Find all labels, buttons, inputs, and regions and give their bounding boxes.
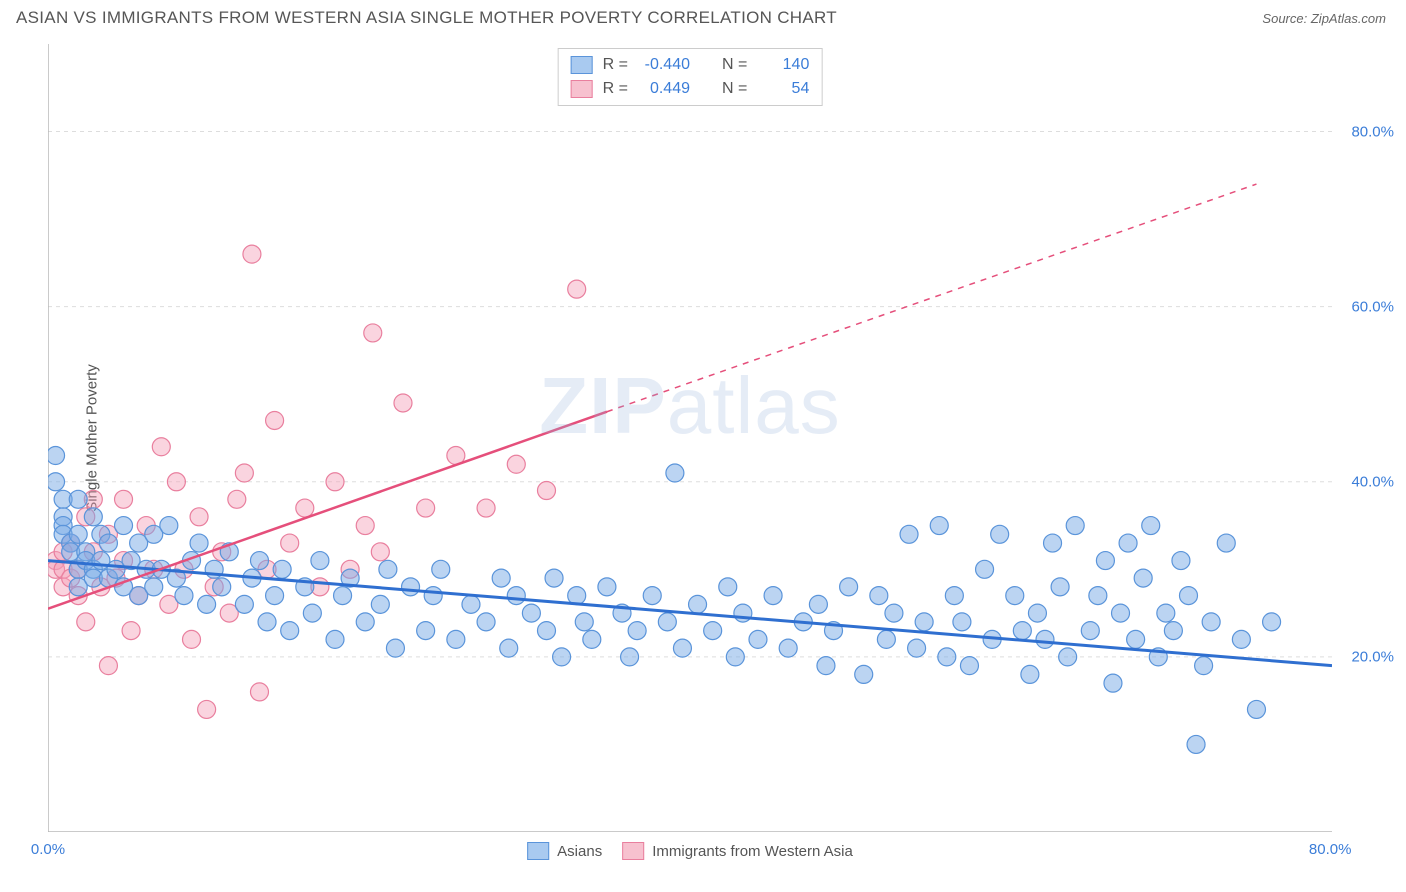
swatch-immigrants <box>571 80 593 98</box>
source-name: ZipAtlas.com <box>1311 11 1386 26</box>
x-tick-label: 80.0% <box>1309 841 1352 858</box>
legend-item-asians: Asians <box>527 842 602 860</box>
stats-row-asians: R = -0.440 N = 140 <box>571 53 810 77</box>
y-tick-label: 40.0% <box>1351 473 1394 490</box>
stats-row-immigrants: R = 0.449 N = 54 <box>571 77 810 101</box>
r-value-asians: -0.440 <box>638 53 690 77</box>
legend-swatch-immigrants <box>622 842 644 860</box>
n-value-asians: 140 <box>757 53 809 77</box>
chart-area: Single Mother Poverty ZIPatlas R = -0.44… <box>48 44 1332 832</box>
legend-swatch-asians <box>527 842 549 860</box>
chart-header: ASIAN VS IMMIGRANTS FROM WESTERN ASIA SI… <box>0 0 1406 32</box>
r-label: R = <box>603 53 628 77</box>
r-value-immigrants: 0.449 <box>638 77 690 101</box>
legend-label-immigrants: Immigrants from Western Asia <box>652 843 853 860</box>
y-tick-label: 60.0% <box>1351 298 1394 315</box>
source-attribution: Source: ZipAtlas.com <box>1262 11 1386 26</box>
n-value-immigrants: 54 <box>757 77 809 101</box>
n-label: N = <box>722 53 747 77</box>
x-tick-label: 0.0% <box>31 841 65 858</box>
source-label: Source: <box>1262 11 1307 26</box>
scatter-plot-svg <box>48 44 1332 832</box>
n-label: N = <box>722 77 747 101</box>
correlation-stats-box: R = -0.440 N = 140 R = 0.449 N = 54 <box>558 48 823 106</box>
legend-label-asians: Asians <box>557 843 602 860</box>
y-tick-label: 80.0% <box>1351 123 1394 140</box>
legend: Asians Immigrants from Western Asia <box>527 842 853 860</box>
y-tick-label: 20.0% <box>1351 648 1394 665</box>
chart-title: ASIAN VS IMMIGRANTS FROM WESTERN ASIA SI… <box>16 8 837 28</box>
r-label: R = <box>603 77 628 101</box>
legend-item-immigrants: Immigrants from Western Asia <box>622 842 853 860</box>
swatch-asians <box>571 56 593 74</box>
